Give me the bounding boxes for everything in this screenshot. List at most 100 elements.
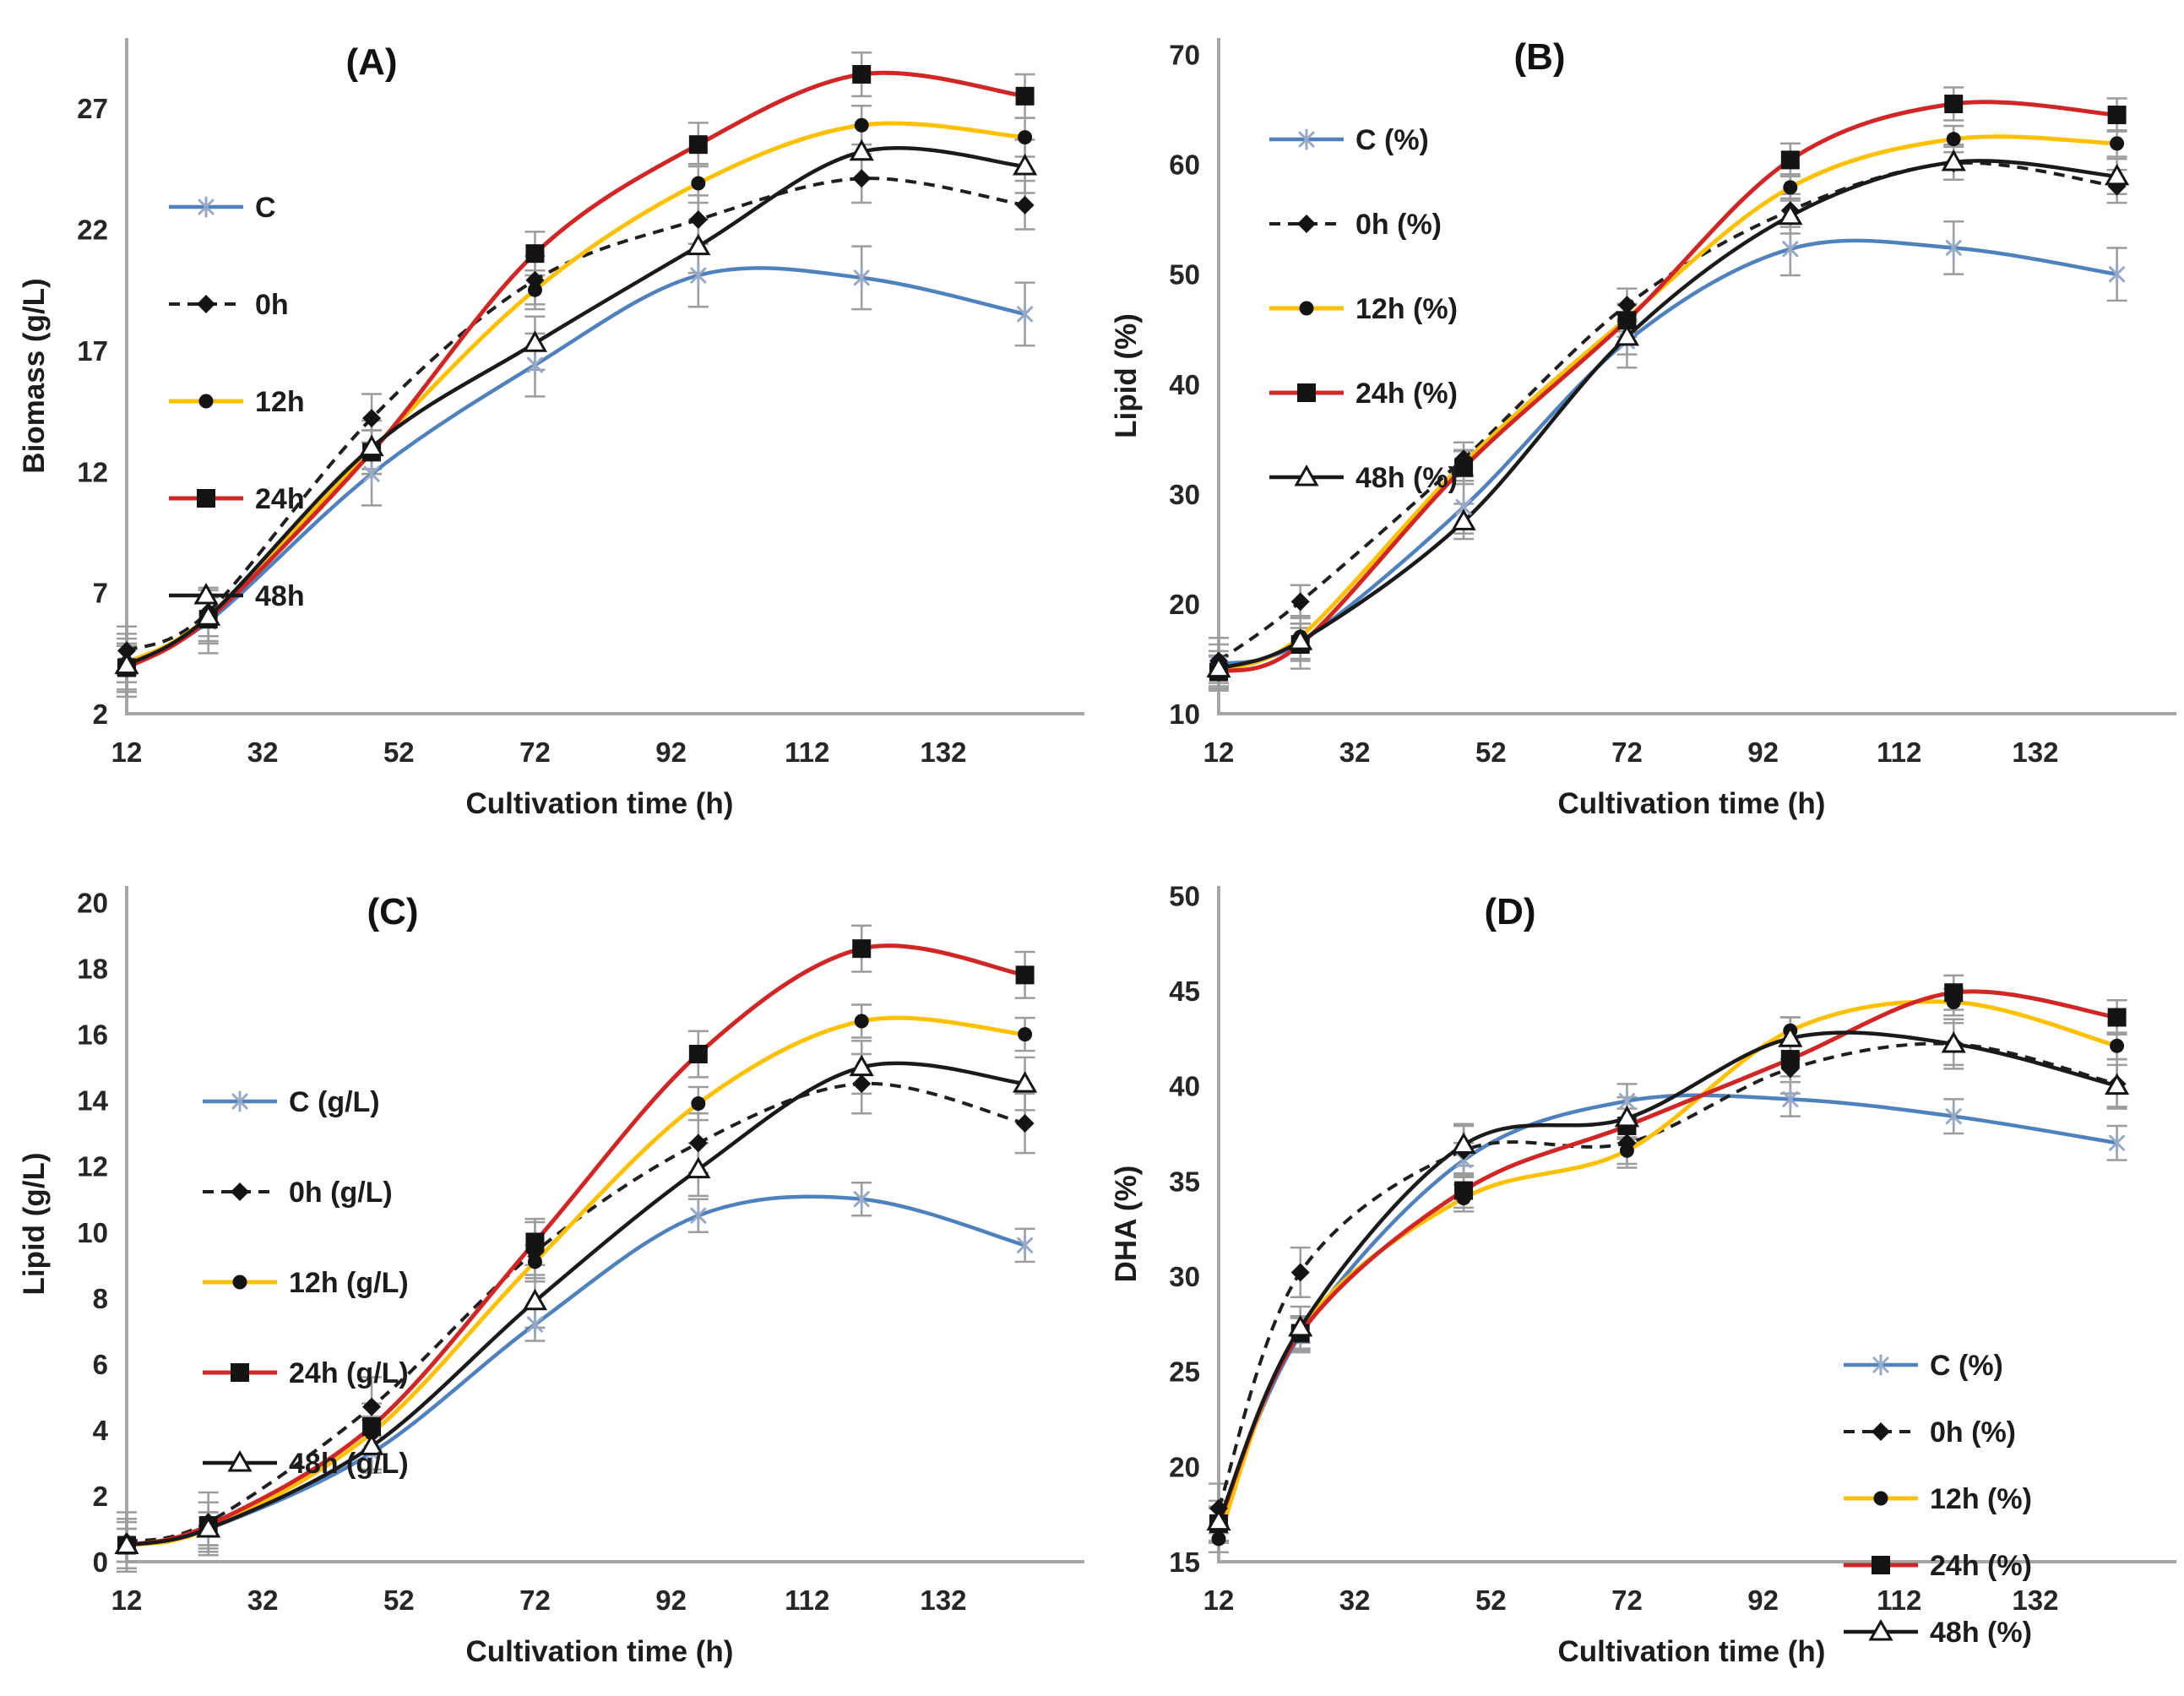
legend-label: 48h — [255, 580, 305, 612]
square-marker — [1944, 95, 1964, 114]
x-tick-label: 112 — [785, 1585, 829, 1616]
x-axis-title: Cultivation time (h) — [466, 787, 734, 820]
series-markers — [118, 264, 1034, 677]
diamond-marker — [231, 1182, 249, 1201]
square-marker — [197, 489, 215, 508]
y-tick-label: 22 — [77, 215, 108, 246]
legend-label: 24h (%) — [1355, 378, 1458, 410]
triangle-marker — [114, 652, 139, 675]
legend-item-0h: 0h — [169, 289, 289, 321]
legend-label: 0h (g/L) — [289, 1177, 393, 1209]
legend-item-48h: 48h (%) — [1269, 462, 1458, 494]
legend: C (%) 0h (%) 12h (%) 24h (%) 48h (%) — [1269, 124, 1458, 494]
triangle-marker — [1778, 203, 1803, 226]
axes: 15 20 25 30 35 40 45 50 12 32 52 72 92 112 132 Cultivat… — [1110, 880, 2176, 1668]
square-marker — [1297, 383, 1316, 402]
legend-item-24h-g-l: 24h (g/L) — [203, 1357, 409, 1389]
triangle-marker — [1294, 464, 1319, 487]
legend-item-24h: 24h (%) — [1844, 1550, 2032, 1582]
x-tick-label: 132 — [920, 737, 966, 768]
triangle-marker — [2105, 1073, 2130, 1095]
circle-marker — [1946, 132, 1961, 147]
x-axis-title: Cultivation time (h) — [1558, 1635, 1826, 1668]
legend-label: 0h (%) — [1355, 209, 1442, 241]
circle-marker — [1018, 1027, 1033, 1042]
chart-canvas-d: 15 20 25 30 35 40 45 50 12 32 52 72 92 112 132 Cultivat… — [1110, 880, 2176, 1668]
square-marker — [852, 65, 872, 84]
circle-marker — [691, 176, 706, 191]
y-tick-label: 30 — [1169, 479, 1200, 510]
legend-label: C (%) — [1930, 1350, 2003, 1382]
square-marker — [852, 939, 872, 959]
chart-canvas-c: 0 2 4 6 8 10 12 14 16 18 20 12 32 52 72 92 112 132 Cultiva… — [18, 886, 1084, 1668]
x-tick-label: 92 — [655, 737, 687, 768]
diamond-marker — [852, 169, 872, 188]
y-tick-label: 50 — [1169, 259, 1200, 291]
diamond-marker — [362, 1397, 382, 1416]
x-tick-label: 92 — [1747, 737, 1779, 768]
y-tick-label: 12 — [77, 456, 108, 487]
circle-marker — [854, 1014, 869, 1029]
triangle-marker — [686, 1156, 711, 1179]
x-tick-label: 92 — [655, 1585, 687, 1616]
series-line-0h-g-l — [126, 1081, 1026, 1544]
triangle-marker — [1013, 153, 1038, 176]
chart-panel-b: 10 20 30 40 50 60 70 12 32 52 72 92 112 132 Cultivatio… — [1092, 0, 2184, 848]
triangle-marker — [1941, 149, 1966, 171]
legend-item-48h: 48h (%) — [1844, 1617, 2032, 1649]
triangle-marker — [522, 1288, 548, 1311]
series-markers — [114, 139, 1038, 675]
legend-item-c: C (%) — [1269, 124, 1429, 156]
legend-item-0h-g-l: 0h (g/L) — [203, 1177, 393, 1209]
square-marker — [525, 1232, 545, 1252]
triangle-marker — [1868, 1618, 1893, 1641]
circle-marker — [2110, 136, 2125, 151]
legend-item-12h-g-l: 12h (g/L) — [203, 1267, 409, 1299]
series-markers — [1209, 983, 2127, 1533]
x-tick-label: 52 — [1475, 1585, 1507, 1616]
x-tick-label: 32 — [1339, 737, 1371, 768]
circle-marker — [527, 1254, 542, 1269]
legend-label: C (g/L) — [289, 1086, 380, 1118]
y-axis-title: Lipid (%) — [1110, 313, 1143, 438]
legend-item-0h: 0h (%) — [1844, 1416, 2016, 1449]
x-tick-label: 52 — [383, 1585, 415, 1616]
circle-marker — [691, 1096, 706, 1112]
triangle-marker — [359, 1433, 384, 1455]
circle-marker — [1018, 130, 1033, 145]
square-marker — [688, 135, 708, 155]
series-markers — [1206, 1025, 2130, 1531]
legend-label: 48h (%) — [1930, 1617, 2032, 1649]
legend: C (%) 0h (%) 12h (%) 24h (%) 48h (%) — [1844, 1350, 2032, 1649]
y-tick-label: 8 — [93, 1283, 108, 1314]
square-marker — [688, 1045, 708, 1064]
legend-label: 12h — [255, 386, 305, 418]
diamond-marker — [1209, 1498, 1228, 1518]
y-tick-label: 10 — [1169, 699, 1200, 730]
y-tick-label: 20 — [1169, 1451, 1200, 1482]
square-marker — [1872, 1556, 1890, 1574]
triangle-marker — [1778, 1025, 1803, 1047]
y-tick-label: 17 — [77, 335, 108, 367]
diamond-marker — [1617, 296, 1637, 315]
triangle-marker — [1288, 1314, 1313, 1337]
y-tick-label: 50 — [1169, 880, 1200, 911]
y-tick-label: 16 — [77, 1019, 108, 1051]
chart-canvas-b: 10 20 30 40 50 60 70 12 32 52 72 92 112 132 Cultivatio… — [1110, 36, 2176, 820]
x-tick-label: 112 — [1877, 737, 1921, 768]
square-marker — [2107, 1008, 2127, 1027]
x-tick-label: 12 — [111, 737, 143, 768]
diamond-marker — [1872, 1422, 1890, 1441]
legend-label: C — [255, 192, 276, 224]
x-tick-label: 72 — [519, 737, 551, 768]
y-axis-title: DHA (%) — [1110, 1166, 1143, 1283]
diamond-marker — [1290, 592, 1310, 612]
y-tick-label: 27 — [77, 93, 108, 124]
legend-label: 0h (%) — [1930, 1416, 2016, 1449]
x-tick-label: 72 — [1611, 737, 1643, 768]
triangle-marker — [196, 1515, 221, 1538]
x-tick-label: 32 — [247, 1585, 279, 1616]
x-tick-label: 112 — [785, 737, 829, 768]
circle-marker — [1783, 180, 1798, 195]
triangle-marker — [227, 1449, 253, 1472]
